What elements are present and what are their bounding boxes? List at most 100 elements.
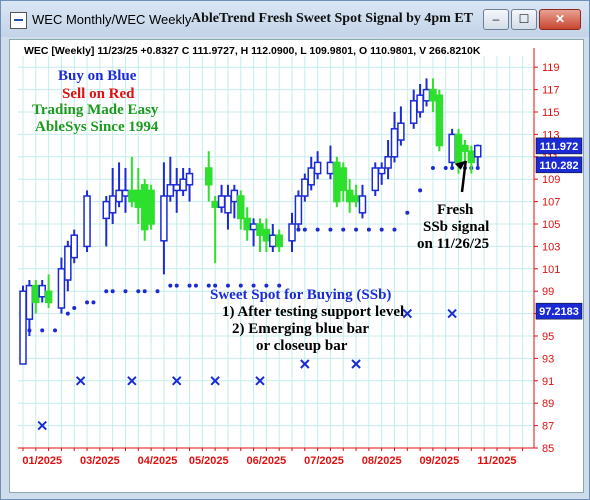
stop-dot bbox=[187, 283, 192, 288]
signal-arrow bbox=[460, 160, 468, 193]
stop-dot bbox=[302, 227, 307, 232]
stop-dot bbox=[354, 227, 359, 232]
y-tick-label: 91 bbox=[542, 376, 554, 388]
candle-body bbox=[275, 234, 283, 248]
candle-body bbox=[230, 189, 239, 203]
y-tick-label: 107 bbox=[542, 197, 560, 209]
x-tick-label: 01/2025 bbox=[22, 455, 62, 467]
candle-body bbox=[467, 150, 476, 164]
stop-dot bbox=[341, 227, 346, 232]
maximize-button[interactable]: ☐ bbox=[511, 9, 537, 30]
y-tick-label: 117 bbox=[542, 85, 560, 97]
x-tick-label: 06/2025 bbox=[247, 455, 287, 467]
candle-body bbox=[44, 290, 53, 304]
candle-body bbox=[134, 189, 143, 208]
signal-arrowhead bbox=[454, 160, 466, 170]
price-label-box bbox=[535, 137, 583, 155]
candle-body bbox=[454, 133, 463, 164]
y-tick-label: 103 bbox=[542, 241, 560, 253]
candle-body bbox=[352, 195, 360, 203]
candle-body bbox=[333, 161, 341, 203]
stop-dot bbox=[142, 289, 147, 294]
price-label-box bbox=[535, 302, 583, 320]
x-tick-label: 05/2025 bbox=[189, 455, 229, 467]
y-tick-label: 109 bbox=[542, 174, 560, 186]
app-icon bbox=[10, 12, 27, 29]
stop-dot bbox=[264, 283, 269, 288]
minimize-button[interactable]: – bbox=[483, 9, 509, 30]
stop-dot bbox=[392, 227, 397, 232]
candle-body bbox=[409, 100, 418, 124]
x-mark bbox=[300, 359, 310, 369]
stop-dot bbox=[366, 227, 371, 232]
candle-body bbox=[32, 284, 40, 304]
price-label: 97.2183 bbox=[539, 306, 579, 318]
candle-body bbox=[38, 284, 46, 298]
stop-dot bbox=[104, 289, 109, 294]
chart-header: WEC [Weekly] 11/23/25 +0.8327 C 111.9727… bbox=[24, 45, 481, 57]
stop-dot bbox=[418, 188, 423, 193]
candle-body bbox=[358, 195, 367, 214]
x-tick-label: 11/2025 bbox=[477, 455, 516, 467]
sweet-spot-line1: 1) After testing support level bbox=[222, 304, 405, 320]
candle-body bbox=[429, 88, 437, 102]
x-mark bbox=[127, 376, 137, 386]
candle-body bbox=[301, 178, 309, 197]
candle-body bbox=[217, 195, 226, 208]
fresh-line1: Fresh bbox=[437, 202, 474, 218]
candle-body bbox=[448, 133, 456, 164]
candle-body bbox=[19, 290, 27, 365]
stop-dot bbox=[40, 328, 45, 333]
candle-body bbox=[288, 223, 296, 242]
ad-line-easy: Trading Made Easy bbox=[32, 102, 159, 118]
stop-dot bbox=[123, 289, 128, 294]
candle-body bbox=[249, 223, 258, 231]
x-mark bbox=[447, 308, 457, 319]
stop-dot bbox=[193, 283, 198, 288]
candle-body bbox=[269, 234, 277, 248]
stop-dot bbox=[91, 300, 96, 305]
candle-body bbox=[345, 189, 354, 203]
x-mark bbox=[172, 376, 182, 386]
candle-body bbox=[166, 184, 175, 197]
candle-body bbox=[115, 189, 123, 203]
candle-body bbox=[474, 144, 482, 158]
stop-dot bbox=[379, 227, 384, 232]
candle-body bbox=[294, 195, 303, 225]
stop-dot bbox=[430, 166, 435, 170]
stop-dot bbox=[168, 283, 173, 288]
candle-body bbox=[211, 200, 219, 208]
candle-body bbox=[422, 88, 431, 102]
stop-dot bbox=[213, 283, 218, 288]
stop-dot bbox=[251, 283, 256, 288]
stop-dot bbox=[238, 283, 243, 288]
candle-body bbox=[384, 156, 392, 169]
stop-dot bbox=[206, 283, 211, 288]
candle-body bbox=[461, 144, 469, 152]
ad-line-sell: Sell on Red bbox=[62, 86, 135, 102]
x-mark bbox=[402, 308, 413, 319]
close-button[interactable]: ✕ bbox=[539, 9, 581, 30]
title-bar: WEC Monthly/WEC Weekly AbleTrend Fresh S… bbox=[1, 1, 589, 37]
stop-dot bbox=[443, 166, 448, 170]
candle-body bbox=[256, 223, 264, 236]
y-tick-label: 89 bbox=[542, 398, 554, 410]
y-tick-label: 87 bbox=[542, 421, 554, 433]
y-tick-label: 101 bbox=[542, 264, 560, 276]
x-tick-label: 08/2025 bbox=[362, 455, 402, 467]
candle-body bbox=[25, 284, 34, 320]
candle-body bbox=[371, 167, 380, 192]
stop-dot bbox=[155, 289, 160, 294]
candle-body bbox=[243, 217, 251, 231]
stop-dot bbox=[53, 328, 58, 333]
candle-body bbox=[57, 268, 66, 309]
plot-background bbox=[18, 56, 534, 448]
price-chart[interactable]: 8587899193959799101103105107109111113115… bbox=[10, 40, 583, 492]
price-label: 110.282 bbox=[539, 160, 578, 172]
fresh-line3: on 11/26/25 bbox=[417, 236, 490, 252]
candle-body bbox=[416, 94, 424, 113]
chart-area[interactable]: 8587899193959799101103105107109111113115… bbox=[9, 39, 584, 493]
candle-body bbox=[204, 167, 213, 186]
sweet-spot-title: Sweet Spot for Buying (SSb) bbox=[210, 287, 392, 303]
candle-body bbox=[121, 189, 130, 197]
